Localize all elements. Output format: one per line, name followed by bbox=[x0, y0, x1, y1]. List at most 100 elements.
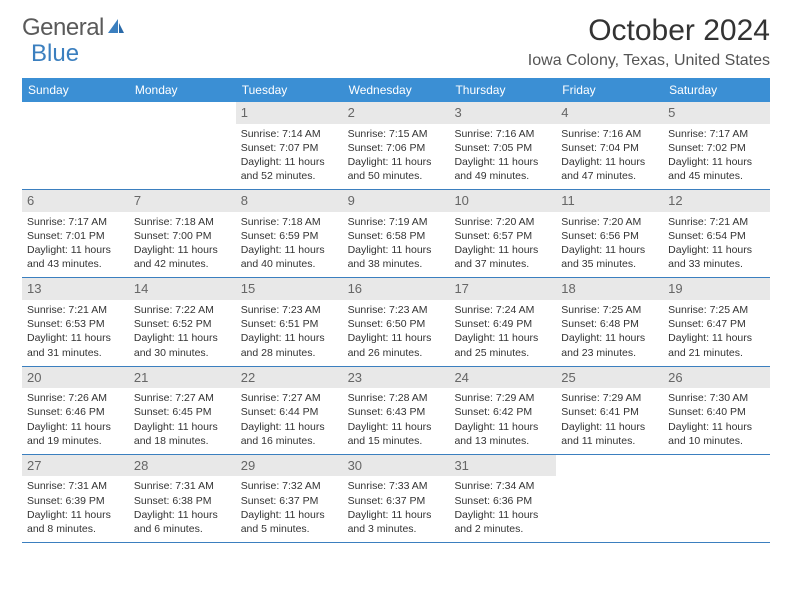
daylight-text: Daylight: 11 hours and 26 minutes. bbox=[348, 331, 445, 359]
day-number: 13 bbox=[22, 278, 129, 300]
weekday-label: Wednesday bbox=[343, 78, 450, 102]
week-row: ..1Sunrise: 7:14 AMSunset: 7:07 PMDaylig… bbox=[22, 102, 770, 190]
daylight-text: Daylight: 11 hours and 23 minutes. bbox=[561, 331, 658, 359]
sunrise-text: Sunrise: 7:30 AM bbox=[668, 391, 765, 405]
sunset-text: Sunset: 6:41 PM bbox=[561, 405, 658, 419]
daylight-text: Daylight: 11 hours and 19 minutes. bbox=[27, 420, 124, 448]
day-number: 18 bbox=[556, 278, 663, 300]
sunset-text: Sunset: 7:04 PM bbox=[561, 141, 658, 155]
sunrise-text: Sunrise: 7:27 AM bbox=[241, 391, 338, 405]
day-cell: 29Sunrise: 7:32 AMSunset: 6:37 PMDayligh… bbox=[236, 455, 343, 542]
day-number: 19 bbox=[663, 278, 770, 300]
daylight-text: Daylight: 11 hours and 50 minutes. bbox=[348, 155, 445, 183]
sunset-text: Sunset: 6:38 PM bbox=[134, 494, 231, 508]
day-number: 10 bbox=[449, 190, 556, 212]
day-number: 22 bbox=[236, 367, 343, 389]
logo-text-2: Blue bbox=[31, 40, 79, 68]
daylight-text: Daylight: 11 hours and 25 minutes. bbox=[454, 331, 551, 359]
daylight-text: Daylight: 11 hours and 21 minutes. bbox=[668, 331, 765, 359]
day-number: 3 bbox=[449, 102, 556, 124]
day-cell: 5Sunrise: 7:17 AMSunset: 7:02 PMDaylight… bbox=[663, 102, 770, 189]
day-cell: 31Sunrise: 7:34 AMSunset: 6:36 PMDayligh… bbox=[449, 455, 556, 542]
day-cell: 21Sunrise: 7:27 AMSunset: 6:45 PMDayligh… bbox=[129, 367, 236, 454]
daylight-text: Daylight: 11 hours and 13 minutes. bbox=[454, 420, 551, 448]
day-cell: . bbox=[556, 455, 663, 542]
sunset-text: Sunset: 6:47 PM bbox=[668, 317, 765, 331]
day-cell: 23Sunrise: 7:28 AMSunset: 6:43 PMDayligh… bbox=[343, 367, 450, 454]
day-cell: 18Sunrise: 7:25 AMSunset: 6:48 PMDayligh… bbox=[556, 278, 663, 365]
day-cell: 28Sunrise: 7:31 AMSunset: 6:38 PMDayligh… bbox=[129, 455, 236, 542]
sunset-text: Sunset: 6:59 PM bbox=[241, 229, 338, 243]
day-cell: 4Sunrise: 7:16 AMSunset: 7:04 PMDaylight… bbox=[556, 102, 663, 189]
sunrise-text: Sunrise: 7:18 AM bbox=[134, 215, 231, 229]
weekday-label: Monday bbox=[129, 78, 236, 102]
sunrise-text: Sunrise: 7:20 AM bbox=[561, 215, 658, 229]
sunrise-text: Sunrise: 7:20 AM bbox=[454, 215, 551, 229]
sunrise-text: Sunrise: 7:28 AM bbox=[348, 391, 445, 405]
daylight-text: Daylight: 11 hours and 52 minutes. bbox=[241, 155, 338, 183]
logo-text-1: General bbox=[22, 14, 104, 42]
sunset-text: Sunset: 6:49 PM bbox=[454, 317, 551, 331]
sunrise-text: Sunrise: 7:31 AM bbox=[134, 479, 231, 493]
sunrise-text: Sunrise: 7:17 AM bbox=[27, 215, 124, 229]
page-title: October 2024 bbox=[528, 14, 770, 48]
weekday-label: Sunday bbox=[22, 78, 129, 102]
sunset-text: Sunset: 6:54 PM bbox=[668, 229, 765, 243]
title-block: October 2024 Iowa Colony, Texas, United … bbox=[528, 14, 770, 70]
day-number: 24 bbox=[449, 367, 556, 389]
day-cell: 24Sunrise: 7:29 AMSunset: 6:42 PMDayligh… bbox=[449, 367, 556, 454]
day-cell: 10 Sunrise: 7:20 AMSunset: 6:57 PMDayligh… bbox=[449, 190, 556, 277]
day-cell: 9Sunrise: 7:19 AMSunset: 6:58 PMDaylight… bbox=[343, 190, 450, 277]
sunset-text: Sunset: 7:01 PM bbox=[27, 229, 124, 243]
daylight-text: Daylight: 11 hours and 43 minutes. bbox=[27, 243, 124, 271]
sunset-text: Sunset: 6:44 PM bbox=[241, 405, 338, 419]
daylight-text: Daylight: 11 hours and 31 minutes. bbox=[27, 331, 124, 359]
sunrise-text: Sunrise: 7:33 AM bbox=[348, 479, 445, 493]
daylight-text: Daylight: 11 hours and 6 minutes. bbox=[134, 508, 231, 536]
daylight-text: Daylight: 11 hours and 15 minutes. bbox=[348, 420, 445, 448]
daylight-text: Daylight: 11 hours and 40 minutes. bbox=[241, 243, 338, 271]
week-row: 6Sunrise: 7:17 AMSunset: 7:01 PMDaylight… bbox=[22, 190, 770, 278]
daylight-text: Daylight: 11 hours and 42 minutes. bbox=[134, 243, 231, 271]
daylight-text: Daylight: 11 hours and 28 minutes. bbox=[241, 331, 338, 359]
day-number: 7 bbox=[129, 190, 236, 212]
day-number: 8 bbox=[236, 190, 343, 212]
header: General October 2024 Iowa Colony, Texas,… bbox=[22, 14, 770, 70]
sunrise-text: Sunrise: 7:19 AM bbox=[348, 215, 445, 229]
sunset-text: Sunset: 6:52 PM bbox=[134, 317, 231, 331]
daylight-text: Daylight: 11 hours and 37 minutes. bbox=[454, 243, 551, 271]
daylight-text: Daylight: 11 hours and 2 minutes. bbox=[454, 508, 551, 536]
day-number: 6 bbox=[22, 190, 129, 212]
sunrise-text: Sunrise: 7:21 AM bbox=[668, 215, 765, 229]
day-cell: 14Sunrise: 7:22 AMSunset: 6:52 PMDayligh… bbox=[129, 278, 236, 365]
day-number: 1 bbox=[236, 102, 343, 124]
sunrise-text: Sunrise: 7:23 AM bbox=[241, 303, 338, 317]
sunset-text: Sunset: 6:40 PM bbox=[668, 405, 765, 419]
sunset-text: Sunset: 6:39 PM bbox=[27, 494, 124, 508]
daylight-text: Daylight: 11 hours and 11 minutes. bbox=[561, 420, 658, 448]
sunrise-text: Sunrise: 7:26 AM bbox=[27, 391, 124, 405]
day-cell: 25Sunrise: 7:29 AMSunset: 6:41 PMDayligh… bbox=[556, 367, 663, 454]
day-number: 26 bbox=[663, 367, 770, 389]
sunset-text: Sunset: 6:51 PM bbox=[241, 317, 338, 331]
weeks-container: ..1Sunrise: 7:14 AMSunset: 7:07 PMDaylig… bbox=[22, 102, 770, 543]
sunrise-text: Sunrise: 7:21 AM bbox=[27, 303, 124, 317]
day-cell: 11Sunrise: 7:20 AMSunset: 6:56 PMDayligh… bbox=[556, 190, 663, 277]
sunrise-text: Sunrise: 7:25 AM bbox=[668, 303, 765, 317]
day-number: 27 bbox=[22, 455, 129, 477]
day-cell: 26Sunrise: 7:30 AMSunset: 6:40 PMDayligh… bbox=[663, 367, 770, 454]
day-cell: 20Sunrise: 7:26 AMSunset: 6:46 PMDayligh… bbox=[22, 367, 129, 454]
day-cell: 2Sunrise: 7:15 AMSunset: 7:06 PMDaylight… bbox=[343, 102, 450, 189]
day-number: 23 bbox=[343, 367, 450, 389]
sunrise-text: Sunrise: 7:16 AM bbox=[454, 127, 551, 141]
day-number: 25 bbox=[556, 367, 663, 389]
day-cell: 13Sunrise: 7:21 AMSunset: 6:53 PMDayligh… bbox=[22, 278, 129, 365]
sunset-text: Sunset: 6:57 PM bbox=[454, 229, 551, 243]
day-cell: 6 Sunrise: 7:17 AMSunset: 7:01 PMDaylight… bbox=[22, 190, 129, 277]
day-number: 31 bbox=[449, 455, 556, 477]
day-number: 21 bbox=[129, 367, 236, 389]
day-cell: 30Sunrise: 7:33 AMSunset: 6:37 PMDayligh… bbox=[343, 455, 450, 542]
sunrise-text: Sunrise: 7:25 AM bbox=[561, 303, 658, 317]
day-number: 9 bbox=[343, 190, 450, 212]
daylight-text: Daylight: 11 hours and 30 minutes. bbox=[134, 331, 231, 359]
